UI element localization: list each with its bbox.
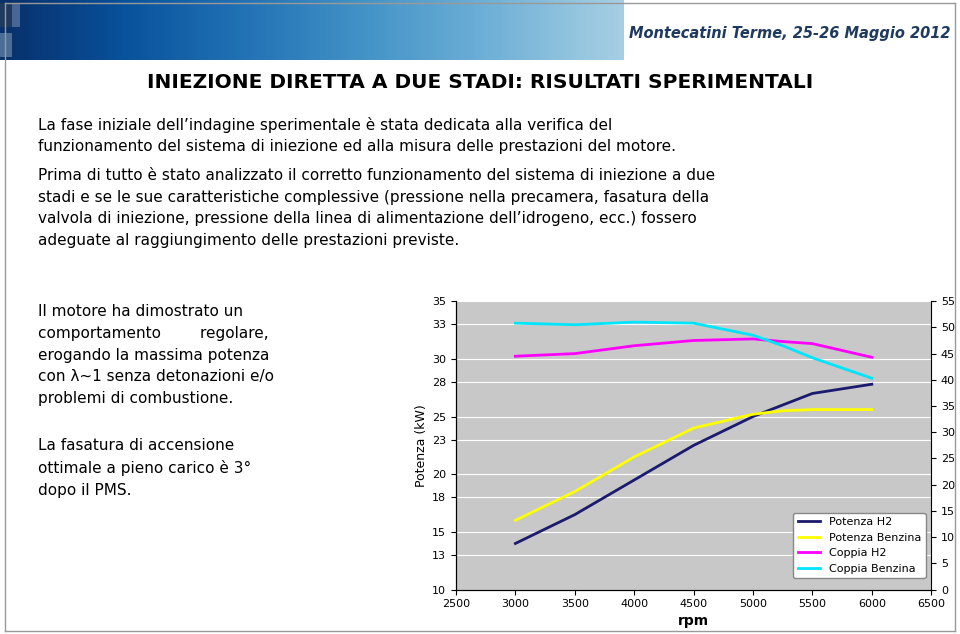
Text: La fasatura di accensione
ottimale a pieno carico è 3°
dopo il PMS.: La fasatura di accensione ottimale a pie…	[38, 438, 252, 498]
Bar	[0, 3, 12, 27]
Bar	[0, 33, 12, 57]
Text: Il motore ha dimostrato un
comportamento        regolare,
erogando la massima po: Il motore ha dimostrato un comportamento…	[38, 304, 275, 406]
Text: Montecatini Terme, 25-26 Maggio 2012: Montecatini Terme, 25-26 Maggio 2012	[629, 25, 950, 41]
Bar	[12, 3, 20, 27]
X-axis label: rpm: rpm	[678, 614, 709, 628]
Text: INIEZIONE DIRETTA A DUE STADI: RISULTATI SPERIMENTALI: INIEZIONE DIRETTA A DUE STADI: RISULTATI…	[147, 73, 813, 92]
Y-axis label: Potenza (kW): Potenza (kW)	[415, 404, 428, 487]
Y-axis label: Coppia (Nm): Coppia (Nm)	[959, 406, 960, 485]
Legend: Potenza H2, Potenza Benzina, Coppia H2, Coppia Benzina: Potenza H2, Potenza Benzina, Coppia H2, …	[793, 513, 925, 578]
Text: La fase iniziale dell’indagine sperimentale è stata dedicata alla verifica del
f: La fase iniziale dell’indagine speriment…	[38, 117, 677, 154]
Text: Prima di tutto è stato analizzato il corretto funzionamento del sistema di iniez: Prima di tutto è stato analizzato il cor…	[38, 168, 715, 248]
Bar	[624, 0, 960, 60]
